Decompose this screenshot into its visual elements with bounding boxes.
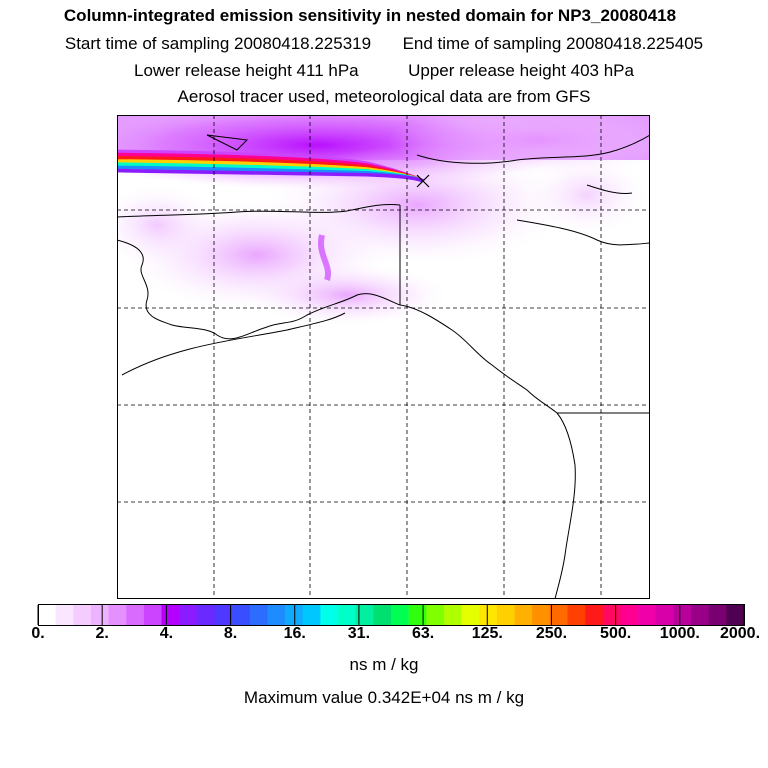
- map-svg: [57, 100, 687, 600]
- colorbar-units: ns m / kg: [349, 655, 419, 674]
- colorbar-tick-label: 0.: [31, 625, 45, 642]
- colorbar-cell: [108, 605, 127, 625]
- colorbar-tick-label: 2000.: [719, 625, 761, 642]
- coastlines: [116, 134, 651, 600]
- colorbar-cell: [126, 605, 145, 625]
- colorbar-cell: [532, 605, 551, 625]
- colorbar-frame: [38, 604, 745, 626]
- colorbar-cell: [161, 605, 180, 625]
- colorbar-cell: [620, 605, 639, 625]
- colorbar-cell: [691, 605, 709, 625]
- colorbar-cell: [373, 605, 392, 625]
- colorbar-tick-label: 31.: [347, 625, 371, 642]
- map-frame: [117, 115, 650, 599]
- colorbar-cell: [391, 605, 409, 625]
- colorbar-tick-label: 16.: [283, 625, 306, 642]
- release-point-icon: [416, 174, 430, 188]
- colorbar-cell: [726, 605, 745, 625]
- colorbar-cell: [302, 605, 321, 625]
- colorbar-tick-label: 250.: [535, 625, 568, 642]
- colorbar-tick-label: 4.: [159, 625, 174, 642]
- colorbar-cell: [673, 605, 692, 625]
- sampling-times-row: Start time of sampling 20080418.225319 E…: [0, 34, 768, 54]
- colorbar-tick-label: 2.: [95, 625, 109, 642]
- colorbar-cell: [408, 605, 427, 625]
- colorbar-cell: [73, 605, 92, 625]
- colorbar-tick-label: 63.: [411, 625, 435, 642]
- colorbar-tick-label: 125.: [471, 625, 503, 642]
- colorbar-cell: [479, 605, 498, 625]
- colorbar-cell: [249, 605, 268, 625]
- colorbar-cell: [602, 605, 621, 625]
- colorbar-cell: [638, 605, 657, 625]
- colorbar-cell: [355, 605, 374, 625]
- colorbar-cell: [196, 605, 215, 625]
- plume-stripe: [116, 168, 424, 183]
- sensitivity-map: [57, 100, 687, 600]
- colorbar-cell: [443, 605, 462, 625]
- colorbar-cell: [514, 605, 533, 625]
- colorbar-cell: [496, 605, 515, 625]
- colorbar-cell: [143, 605, 162, 625]
- colorbar-cell: [38, 605, 56, 625]
- colorbar-cell: [90, 605, 109, 625]
- tracer-note: Aerosol tracer used, meteorological data…: [177, 87, 591, 106]
- colorbar-cell: [585, 605, 604, 625]
- colorbar-cell: [214, 605, 233, 625]
- start-time-label: Start time of sampling 20080418.225319: [64, 34, 372, 53]
- colorbar-cell: [55, 605, 74, 625]
- plume-band: [116, 149, 424, 183]
- plot-title: Column-integrated emission sensitivity i…: [63, 6, 677, 25]
- upper-release-label: Upper release height 403 hPa: [408, 61, 634, 80]
- colorbar-cell: [567, 605, 586, 625]
- colorbar-cell: [338, 605, 356, 625]
- colorbar-cell: [708, 605, 727, 625]
- colorbar-tick-label: 1000.: [659, 625, 700, 642]
- maximum-value-text: Maximum value 0.342E+04 ns m / kg: [243, 688, 525, 707]
- colorbar-cell: [426, 605, 445, 625]
- lower-release-label: Lower release height 411 hPa: [134, 61, 359, 80]
- colorbar-cell: [285, 605, 304, 625]
- lat-lon-grid: [117, 115, 650, 599]
- colorbar-tick-label: 500.: [600, 625, 632, 642]
- colorbar-cell: [461, 605, 480, 625]
- colorbar-cell: [232, 605, 251, 625]
- colorbar-cell: [655, 605, 674, 625]
- colorbar-cell: [179, 605, 198, 625]
- colorbar-tick-label: 8.: [223, 625, 238, 642]
- colorbar-cell: [320, 605, 339, 625]
- colorbar-cell: [549, 605, 568, 625]
- colorbar-cell: [267, 605, 286, 625]
- end-time-label: End time of sampling 20080418.225405: [402, 34, 704, 53]
- colorbar-cells: [37, 605, 745, 625]
- release-heights-row: Lower release height 411 hPa Upper relea…: [0, 61, 768, 81]
